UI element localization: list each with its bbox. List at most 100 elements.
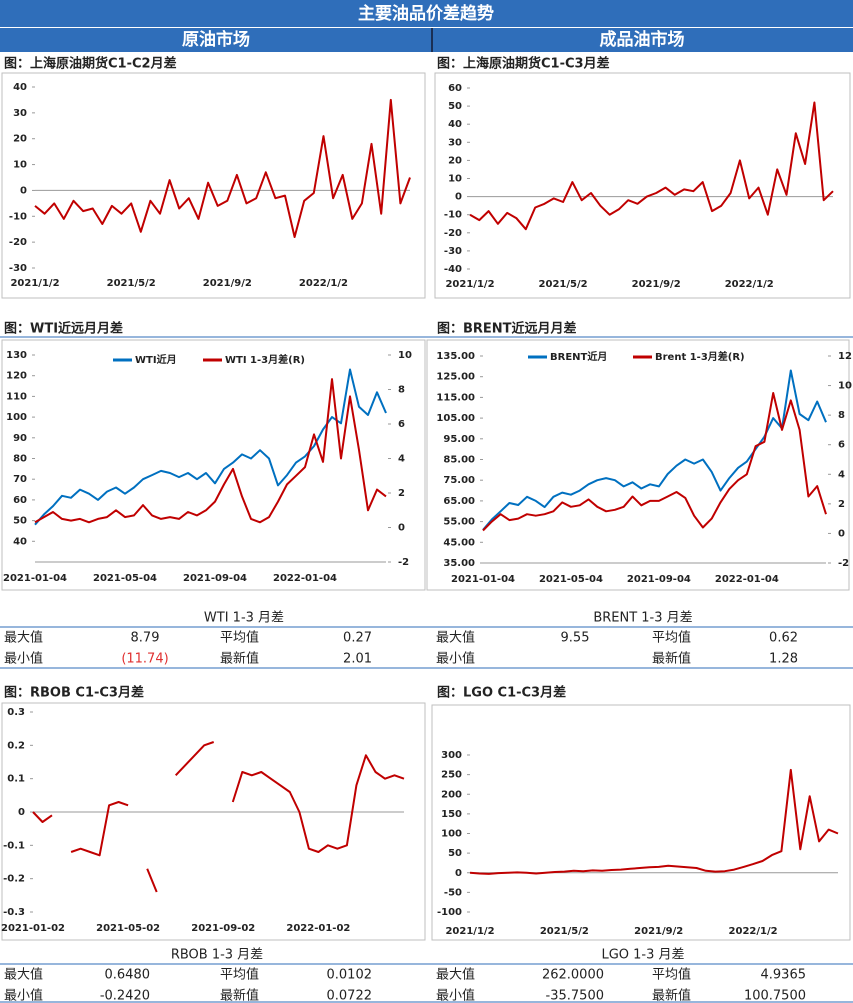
x-tick-label: 2021/1/2	[445, 279, 494, 290]
table-title: LGO 1-3 月差	[601, 948, 684, 963]
section-bar	[0, 28, 853, 52]
y-tick-label: 300	[441, 750, 462, 761]
table-title: BRENT 1-3 月差	[593, 611, 692, 626]
x-tick-label: 2022/1/2	[299, 278, 348, 289]
x-tick-label: 2021-09-04	[183, 573, 247, 584]
y-tick-label: 30	[13, 108, 27, 119]
legend-label: BRENT近月	[550, 350, 607, 363]
table-title: RBOB 1-3 月差	[171, 948, 263, 963]
y-tick-label: -20	[444, 228, 462, 239]
y-tick-label: 55.00	[443, 517, 475, 528]
x-tick-label: 2021/5/2	[540, 926, 589, 937]
y-tick-label: 0.2	[7, 740, 25, 751]
cell-value: 8.79	[131, 631, 160, 646]
x-tick-label: 2021-01-02	[1, 923, 65, 934]
x-tick-label: 2022/1/2	[729, 926, 778, 937]
section-title: 成品油市场	[600, 29, 685, 50]
data-line	[34, 98, 411, 238]
chart-title: 图：上海原油期货C1-C3月差	[437, 56, 610, 72]
cell-label: 最新值	[220, 651, 259, 667]
y2-tick-label: 6	[838, 440, 845, 451]
cell-value: 262.0000	[542, 968, 604, 983]
y-tick-label: 100	[6, 412, 27, 423]
y-tick-label: -30	[444, 246, 462, 257]
cell-label: 最大值	[436, 630, 475, 646]
y-tick-label: 10	[448, 174, 462, 185]
cell-value: -0.2420	[100, 989, 150, 1003]
cell-label: 最大值	[436, 967, 475, 983]
x-tick-label: 2021/1/2	[445, 926, 494, 937]
x-tick-label: 2021-05-04	[93, 573, 157, 584]
x-tick-label: 2021-05-04	[539, 574, 603, 585]
data-line	[482, 369, 827, 531]
cell-value: 1.28	[769, 652, 798, 667]
y-tick-label: 60	[13, 495, 27, 506]
y-tick-label: 75.00	[443, 475, 475, 486]
cell-value: 100.7500	[744, 989, 806, 1003]
cell-value: 4.9365	[761, 968, 807, 983]
cell-value: 0.6480	[105, 968, 151, 983]
legend-label: WTI近月	[135, 353, 177, 366]
chart-panel	[431, 704, 851, 941]
y-tick-label: 95.00	[443, 434, 475, 445]
y-tick-label: 100	[441, 829, 462, 840]
y-tick-label: -50	[444, 887, 462, 898]
y-tick-label: 115.00	[436, 392, 475, 403]
y2-tick-label: 8	[838, 410, 845, 421]
cell-value: 0.0722	[327, 989, 373, 1003]
y-tick-label: -40	[444, 264, 462, 275]
y-tick-label: 40	[13, 82, 27, 93]
y-tick-label: -0.1	[3, 840, 25, 851]
chart-title: 图：RBOB C1-C3月差	[4, 685, 144, 701]
chart-panel	[1, 72, 426, 299]
data-line	[482, 392, 827, 532]
y-tick-label: 130	[6, 350, 27, 361]
cell-value: 0.62	[769, 631, 798, 646]
chart-panel	[434, 72, 851, 299]
y2-tick-label: 12	[838, 351, 852, 362]
cell-label: 平均值	[652, 630, 691, 646]
cell-label: 最小值	[4, 988, 43, 1003]
x-tick-label: 2022-01-02	[286, 923, 350, 934]
cell-value: (11.74)	[121, 652, 168, 667]
cell-label: 平均值	[220, 630, 259, 646]
cell-value: -35.7500	[546, 989, 604, 1003]
cell-label: 最小值	[4, 651, 43, 667]
y-tick-label: 0	[455, 192, 462, 203]
table-title: WTI 1-3 月差	[204, 611, 284, 626]
y2-tick-label: 4	[398, 454, 405, 465]
y-tick-label: 70	[13, 474, 27, 485]
y2-tick-label: 10	[398, 350, 412, 361]
cell-label: 最小值	[436, 651, 475, 667]
y-tick-label: 150	[441, 809, 462, 820]
chart-title: 图：BRENT近远月月差	[437, 321, 577, 337]
y-tick-label: 50	[13, 516, 27, 527]
y2-tick-label: 0	[838, 528, 845, 539]
cell-label: 平均值	[652, 967, 691, 983]
cell-label: 最新值	[652, 988, 691, 1003]
y-tick-label: 40	[448, 119, 462, 130]
cell-value: 0.0102	[327, 968, 373, 983]
data-line	[32, 741, 405, 893]
cell-value: 2.01	[343, 652, 372, 667]
legend-label: WTI 1-3月差(R)	[225, 353, 305, 366]
x-tick-label: 2022-01-04	[715, 574, 779, 585]
legend-label: Brent 1-3月差(R)	[655, 350, 745, 363]
y2-tick-label: 2	[838, 499, 845, 510]
y-tick-label: 250	[441, 770, 462, 781]
y-tick-label: -30	[9, 263, 27, 274]
y-tick-label: -0.2	[3, 874, 25, 885]
y2-tick-label: 8	[398, 385, 405, 396]
x-tick-label: 2021-01-04	[3, 573, 67, 584]
y-tick-label: 35.00	[443, 558, 475, 569]
y-tick-label: 50	[448, 848, 462, 859]
y-tick-label: 0	[455, 868, 462, 879]
y2-tick-label: -2	[398, 557, 409, 568]
y-tick-label: 120	[6, 371, 27, 382]
data-line	[34, 378, 387, 524]
chart-title: 图：WTI近远月月差	[4, 321, 123, 337]
chart-title: 图：LGO C1-C3月差	[437, 685, 566, 701]
data-line	[469, 768, 839, 875]
y-tick-label: 85.00	[443, 455, 475, 466]
y-tick-label: 200	[441, 789, 462, 800]
